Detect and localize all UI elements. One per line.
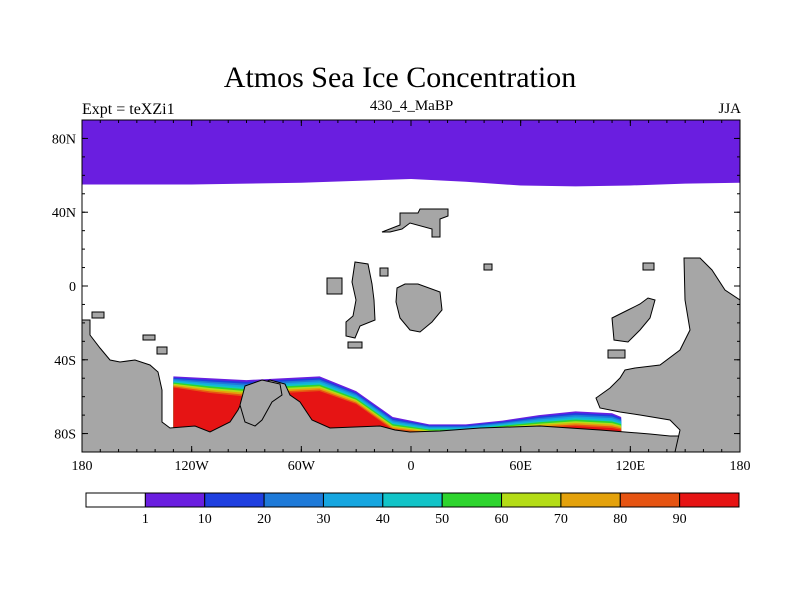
land-mask (82, 208, 740, 452)
chart-subtitle: 430_4_MaBP (369, 98, 454, 114)
y-tick-label: 80S (54, 428, 76, 443)
colorbar-swatch (144, 492, 206, 508)
colorbar-label: 40 (376, 512, 390, 527)
colorbar-swatch (263, 492, 324, 508)
y-tick-label: 80N (52, 132, 76, 147)
x-tick-label: 60E (509, 459, 532, 474)
colorbar-swatch (560, 492, 621, 508)
land-islet-e (156, 346, 168, 355)
colorbar: 1 10 20 30 40 50 60 70 80 90 (85, 492, 740, 527)
y-tick-label: 40S (54, 354, 76, 369)
colorbar-swatch (679, 492, 740, 508)
x-tick-label: 0 (408, 459, 415, 474)
arctic-ice-band-1 (82, 120, 740, 187)
land-islet-f (607, 349, 626, 359)
colorbar-swatch (322, 492, 384, 508)
colorbar-label: 10 (198, 512, 212, 527)
colorbar-swatch (619, 492, 681, 508)
colorbar-swatch (382, 492, 443, 508)
land-west-island (345, 261, 376, 339)
land-west-islet (326, 277, 343, 295)
land-mid-island (395, 283, 443, 333)
land-islet-c (91, 311, 105, 319)
colorbar-swatch (204, 492, 265, 508)
land-islet-h (642, 262, 655, 271)
land-islet-d (142, 334, 156, 341)
land-antarctic-peninsula (239, 379, 283, 427)
x-axis: 180 120W 60W 0 60E 120E 180 (72, 120, 751, 474)
land-australia (595, 257, 740, 452)
map-plot-area (82, 120, 740, 452)
x-tick-label: 120E (616, 459, 646, 474)
chart-title: Atmos Sea Ice Concentration (223, 61, 577, 94)
x-tick-label: 180 (72, 459, 93, 474)
colorbar-label: 1 (142, 512, 149, 527)
x-tick-label: 180 (730, 459, 751, 474)
colorbar-label: 50 (435, 512, 449, 527)
colorbar-label: 80 (613, 512, 627, 527)
colorbar-swatch (441, 492, 503, 508)
land-islet-a (379, 267, 389, 277)
colorbar-label: 20 (257, 512, 271, 527)
land-islet-i (347, 341, 363, 349)
y-axis: 80N 40N 0 40S 80S (52, 119, 740, 453)
experiment-label: Expt = teXZi1 (82, 101, 175, 118)
y-tick-label: 40N (52, 206, 76, 221)
colorbar-label: 90 (673, 512, 687, 527)
colorbar-label: 70 (554, 512, 568, 527)
colorbar-swatch (501, 492, 562, 508)
land-north-island (381, 208, 449, 238)
x-tick-label: 120W (175, 459, 210, 474)
colorbar-label: 30 (316, 512, 330, 527)
colorbar-swatch (85, 492, 146, 508)
land-islet-b (483, 263, 493, 271)
season-label: JJA (718, 101, 741, 117)
land-islet-g (611, 297, 656, 343)
colorbar-label: 60 (495, 512, 509, 527)
y-tick-label: 0 (69, 280, 76, 295)
x-tick-label: 60W (288, 459, 316, 474)
